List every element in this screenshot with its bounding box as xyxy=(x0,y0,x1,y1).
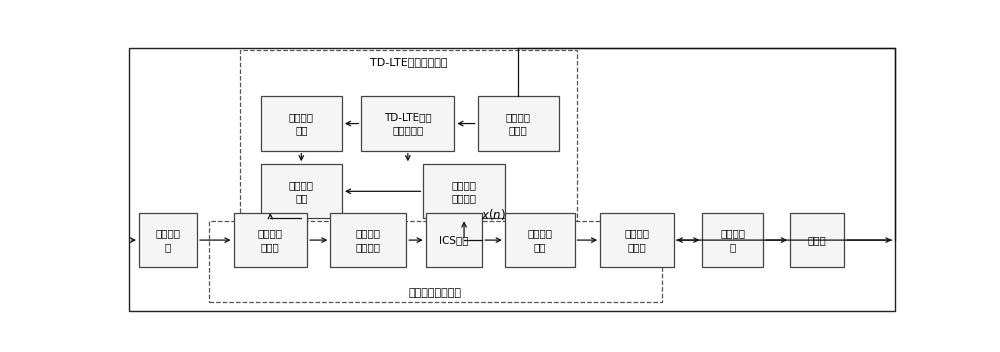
FancyBboxPatch shape xyxy=(261,96,342,151)
Text: 时分开关
控制器: 时分开关 控制器 xyxy=(506,112,531,135)
FancyBboxPatch shape xyxy=(261,164,342,218)
FancyBboxPatch shape xyxy=(139,213,197,267)
Text: 功放器: 功放器 xyxy=(808,235,826,245)
Text: TD-LTE转发控制单元: TD-LTE转发控制单元 xyxy=(370,57,447,67)
Text: ICS模块: ICS模块 xyxy=(439,235,469,245)
Text: 数字下变
频模块: 数字下变 频模块 xyxy=(258,228,283,252)
FancyBboxPatch shape xyxy=(240,50,577,278)
Text: 数字上变
频模块: 数字上变 频模块 xyxy=(624,228,649,252)
Text: 数模转换
器: 数模转换 器 xyxy=(720,228,745,252)
FancyBboxPatch shape xyxy=(600,213,674,267)
FancyBboxPatch shape xyxy=(426,213,482,267)
FancyBboxPatch shape xyxy=(790,213,844,267)
FancyBboxPatch shape xyxy=(505,213,574,267)
FancyBboxPatch shape xyxy=(129,48,895,310)
Text: 第二抽取
滤波模块: 第二抽取 滤波模块 xyxy=(452,180,477,203)
FancyBboxPatch shape xyxy=(423,164,505,218)
Text: 第一抽取
滤波模块: 第一抽取 滤波模块 xyxy=(356,228,381,252)
FancyBboxPatch shape xyxy=(478,96,559,151)
FancyBboxPatch shape xyxy=(330,213,406,267)
Text: 频偏校正
模块: 频偏校正 模块 xyxy=(289,180,314,203)
Text: $x(n)$: $x(n)$ xyxy=(481,207,506,222)
Text: 频偏计算
模块: 频偏计算 模块 xyxy=(289,112,314,135)
Text: 内插滤波
模块: 内插滤波 模块 xyxy=(527,228,552,252)
FancyBboxPatch shape xyxy=(209,221,662,302)
FancyBboxPatch shape xyxy=(234,213,307,267)
FancyBboxPatch shape xyxy=(702,213,763,267)
Text: 数字信号处理单元: 数字信号处理单元 xyxy=(409,288,462,297)
FancyBboxPatch shape xyxy=(361,96,454,151)
Text: 模数转换
器: 模数转换 器 xyxy=(156,228,181,252)
Text: TD-LTE导频
匹配滤波器: TD-LTE导频 匹配滤波器 xyxy=(384,112,432,135)
